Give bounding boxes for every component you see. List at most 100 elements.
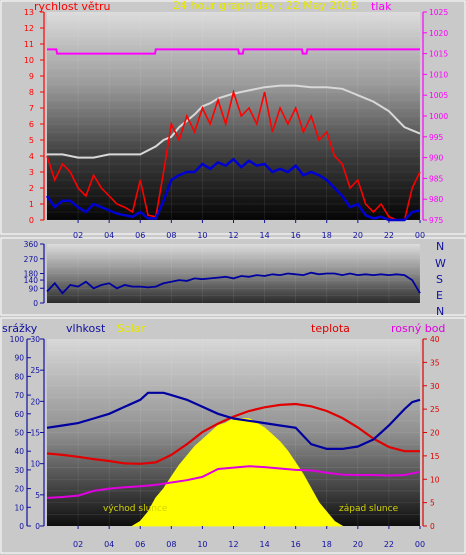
wind-tick-label: 8 <box>29 88 34 97</box>
hour-tick-label: 08 <box>166 231 176 240</box>
direction-tick-label: 90 <box>28 284 38 293</box>
series-max-wind <box>47 84 421 159</box>
wind-tick-label: 3 <box>29 168 34 177</box>
direction-tick-label: 180 <box>24 270 39 279</box>
hour-tick-label: 18 <box>322 231 332 240</box>
series-wind-gust <box>46 89 421 221</box>
hour-tick-label: 20 <box>353 231 363 240</box>
temperature-tick-label: 10 <box>430 475 440 484</box>
humidity-tick-label: 30 <box>30 335 40 344</box>
direction-gridlines <box>47 244 421 303</box>
temperature-tick-label: 35 <box>430 358 440 367</box>
wind-tick-label: 13 <box>24 8 34 17</box>
climate-axes: 0102030405060708090100051015202530051015… <box>10 335 440 549</box>
compass-w: W <box>435 257 446 270</box>
humidity-tick-label: 0 <box>35 522 40 531</box>
wind-tick-label: 10 <box>24 56 34 65</box>
humidity-tick-label: 15 <box>30 429 40 438</box>
compass-n-bottom: N <box>436 305 444 318</box>
direction-plot-frame <box>0 237 466 316</box>
climate-plot-frame <box>0 317 466 554</box>
wind-plot-frame <box>0 0 466 235</box>
series-humidity <box>46 391 421 450</box>
humidity-tick-label: 25 <box>30 366 40 375</box>
hour-tick-label: 16 <box>291 540 301 549</box>
direction-tick-label: 270 <box>24 255 39 264</box>
hour-tick-label: 20 <box>353 540 363 549</box>
hour-tick-label: 04 <box>104 540 114 549</box>
compass-e: E <box>436 289 443 302</box>
hour-tick-label: 00 <box>415 540 425 549</box>
rain-tick-label: 80 <box>14 372 24 381</box>
pressure-tick-label: 1015 <box>429 50 448 59</box>
temperature-label: teplota <box>311 322 350 335</box>
pressure-tick-label: 975 <box>429 216 444 225</box>
temperature-tick-label: 25 <box>430 405 440 414</box>
hour-tick-label: 12 <box>228 540 238 549</box>
dewpoint-label: rosný bod <box>391 322 445 335</box>
series-wind-direction <box>46 271 421 295</box>
direction-tick-label: 360 <box>24 240 39 249</box>
series-wind-average <box>45 157 421 222</box>
pressure-label: tlak <box>371 0 392 13</box>
hour-tick-label: 16 <box>291 231 301 240</box>
rain-tick-label: 10 <box>14 503 24 512</box>
hour-tick-label: 10 <box>197 231 207 240</box>
wind-plot-area <box>47 12 420 220</box>
rain-tick-label: 20 <box>14 485 24 494</box>
sunrise-label: východ slunce <box>103 504 168 514</box>
rain-tick-label: 60 <box>14 410 24 419</box>
wind-tick-label: 5 <box>29 136 34 145</box>
compass-s: S <box>436 273 443 286</box>
wind-tick-label: 1 <box>29 200 34 209</box>
hour-tick-label: 14 <box>259 231 269 240</box>
pressure-tick-label: 1025 <box>429 8 448 17</box>
wind-tick-label: 9 <box>29 72 34 81</box>
rain-tick-label: 70 <box>14 391 24 400</box>
hour-tick-label: 10 <box>197 540 207 549</box>
chart-title: 24 hour graph day : 22 May 2018 <box>173 0 358 12</box>
rain-tick-label: 30 <box>14 466 24 475</box>
direction-series-layer <box>46 271 421 295</box>
hour-tick-label: 06 <box>135 231 145 240</box>
wind-tick-label: 12 <box>24 24 34 33</box>
hour-tick-label: 18 <box>322 540 332 549</box>
humidity-tick-label: 20 <box>30 397 40 406</box>
pressure-tick-label: 1020 <box>429 29 448 38</box>
temperature-tick-label: 40 <box>430 335 440 344</box>
direction-plot-area <box>47 244 420 303</box>
rain-tick-label: 40 <box>14 447 24 456</box>
temperature-tick-label: 30 <box>430 382 440 391</box>
series-solar <box>131 418 344 527</box>
pressure-tick-label: 1005 <box>429 91 448 100</box>
direction-tick-label: 140 <box>24 276 39 285</box>
pressure-tick-label: 995 <box>429 133 444 142</box>
hour-tick-label: 22 <box>384 540 394 549</box>
wind-tick-label: 4 <box>29 152 34 161</box>
humidity-tick-label: 10 <box>30 460 40 469</box>
rain-tick-label: 50 <box>14 429 24 438</box>
wind-tick-label: 0 <box>29 216 34 225</box>
wind-tick-label: 7 <box>29 104 34 113</box>
wind-tick-label: 6 <box>29 120 34 129</box>
hour-tick-label: 06 <box>135 540 145 549</box>
hour-tick-label: 14 <box>259 540 269 549</box>
sunset-label: západ slunce <box>339 504 399 514</box>
compass-n-top: N <box>436 240 444 253</box>
temperature-tick-label: 20 <box>430 429 440 438</box>
temperature-tick-label: 0 <box>430 522 435 531</box>
humidity-tick-label: 5 <box>35 491 40 500</box>
hour-tick-label: 02 <box>73 540 83 549</box>
climate-series-layer <box>46 391 421 499</box>
rain-tick-label: 100 <box>10 335 25 344</box>
pressure-tick-label: 980 <box>429 195 444 204</box>
solar-label: Solar <box>117 322 146 335</box>
wind-axes: 0123456789101112139759809859909951000100… <box>24 8 449 240</box>
hour-tick-label: 04 <box>104 231 114 240</box>
temperature-tick-label: 5 <box>430 499 435 508</box>
direction-tick-label: 0 <box>33 299 38 308</box>
wind-tick-label: 2 <box>29 184 34 193</box>
hour-tick-label: 12 <box>228 231 238 240</box>
solar-layer <box>131 418 344 527</box>
